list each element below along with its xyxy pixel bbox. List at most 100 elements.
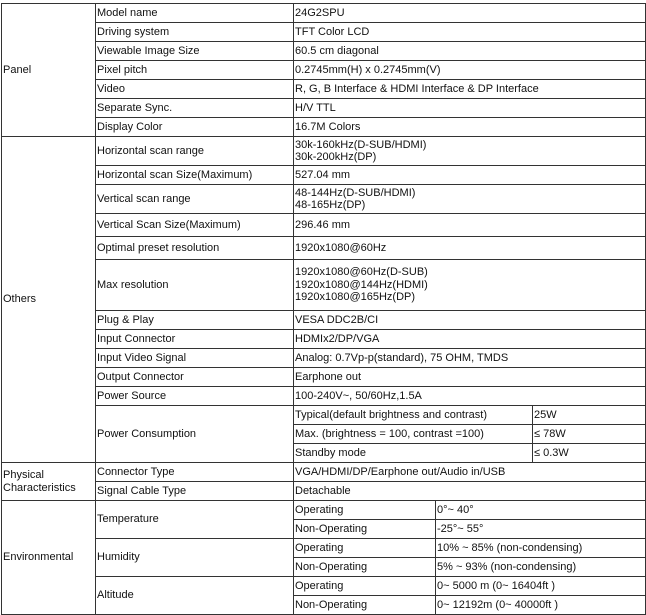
spec-value: ≤ 0.3W	[531, 443, 646, 463]
table-row: Horizontal scan Size(Maximum) 527.04 mm	[2, 165, 646, 185]
group-others: Others	[1, 136, 96, 463]
table-row: Input Video Signal Analog: 0.7Vp-p(standa…	[2, 348, 646, 368]
spec-value: Detachable	[292, 481, 646, 501]
spec-value: VESA DDC2B/CI	[292, 310, 646, 330]
spec-value: 1920x1080@60Hz	[292, 236, 646, 260]
spec-value: 25W	[531, 405, 646, 425]
spec-value: VGA/HDMI/DP/Earphone out/Audio in/USB	[292, 462, 646, 482]
table-row: Vertical Scan Size(Maximum) 296.46 mm	[2, 213, 646, 237]
spec-value: 0.2745mm(H) x 0.2745mm(V)	[292, 60, 646, 80]
table-row: Non-Operating 0~ 12192m (0~ 40000ft )	[2, 595, 646, 615]
group-environmental: Environmental	[1, 500, 96, 615]
sub-label: Non-Operating	[293, 519, 436, 539]
table-row: Input Connector HDMIx2/DP/VGA	[2, 329, 646, 349]
table-row: Environmental Temperature Operating 0°~ …	[1, 500, 646, 615]
group-line: Physical	[3, 469, 44, 481]
table-row: Others Horizontal scan range 30k-160kHz(…	[1, 136, 646, 463]
table-row: Viewable Image Size 60.5 cm diagonal	[2, 41, 646, 61]
spec-label: Humidity	[95, 538, 294, 577]
spec-value: 0~ 5000 m (0~ 16404ft )	[434, 576, 646, 596]
table-row: Plug & Play VESA DDC2B/CI	[2, 310, 646, 330]
spec-label: Input Video Signal	[95, 348, 294, 368]
value-line: 30k-200kHz(DP)	[295, 151, 377, 163]
spec-label: Horizontal scan range	[95, 136, 294, 166]
spec-table: Panel Model name 24G2SPU Driving system T…	[1, 3, 646, 615]
spec-label: Input Connector	[95, 329, 294, 349]
spec-label: Temperature	[95, 500, 294, 539]
group-panel: Panel	[1, 3, 96, 137]
table-row: Humidity Operating 10% ~ 85% (non-conden…	[2, 538, 646, 577]
spec-value: 60.5 cm diagonal	[292, 41, 646, 61]
sub-label: Operating	[293, 538, 436, 558]
spec-value: Earphone out	[292, 367, 646, 387]
table-row: Display Color 16.7M Colors	[2, 117, 646, 137]
spec-value: HDMIx2/DP/VGA	[292, 329, 646, 349]
table-row: Panel Model name 24G2SPU	[1, 3, 646, 137]
value-line: 30k-160kHz(D-SUB/HDMI)	[295, 138, 427, 151]
spec-value: 0~ 12192m (0~ 40000ft )	[434, 595, 646, 615]
spec-label: Video	[95, 79, 294, 99]
spec-label: Pixel pitch	[95, 60, 294, 80]
spec-label: Output Connector	[95, 367, 294, 387]
spec-label: Viewable Image Size	[95, 41, 294, 61]
table-row: Max resolution 1920x1080@60Hz(D-SUB) 1920…	[2, 259, 646, 311]
sub-label: Non-Operating	[293, 595, 436, 615]
spec-label: Model name	[95, 3, 294, 23]
table-row: Separate Sync. H/V TTL	[2, 98, 646, 118]
table-row: Pixel pitch 0.2745mm(H) x 0.2745mm(V)	[2, 60, 646, 80]
spec-label: Vertical Scan Size(Maximum)	[95, 213, 294, 237]
table-row: Altitude Operating 0~ 5000 m (0~ 16404ft…	[2, 576, 646, 615]
spec-value: TFT Color LCD	[292, 22, 646, 42]
sub-label: Standby mode	[293, 443, 533, 463]
spec-value: 0°~ 40°	[434, 500, 646, 520]
spec-label: Power Consumption	[95, 405, 294, 463]
table-row: Driving system TFT Color LCD	[2, 22, 646, 42]
spec-label: Altitude	[95, 576, 294, 615]
spec-value: 1920x1080@60Hz(D-SUB) 1920x1080@144Hz(HDM…	[292, 259, 646, 311]
spec-label: Max resolution	[95, 259, 294, 311]
spec-label: Vertical scan range	[95, 184, 294, 214]
sub-label: Non-Operating	[293, 557, 436, 577]
spec-value: 24G2SPU	[292, 3, 646, 23]
spec-value: 100-240V~, 50/60Hz,1.5A	[292, 386, 646, 406]
value-line: 1920x1080@60Hz(D-SUB)	[295, 266, 428, 279]
table-row: Power Source 100-240V~, 50/60Hz,1.5A	[2, 386, 646, 406]
value-line: 48-165Hz(DP)	[295, 199, 366, 211]
spec-value: 48-144Hz(D-SUB/HDMI) 48-165Hz(DP)	[292, 184, 646, 214]
value-line: 1920x1080@144Hz(HDMI)	[295, 278, 428, 291]
table-row: Signal Cable Type Detachable	[2, 481, 646, 501]
table-row: Vertical scan range 48-144Hz(D-SUB/HDMI)…	[2, 184, 646, 214]
spec-label: Display Color	[95, 117, 294, 137]
spec-value: 16.7M Colors	[292, 117, 646, 137]
table-row: Optimal preset resolution 1920x1080@60Hz	[2, 236, 646, 260]
spec-value: -25°~ 55°	[434, 519, 646, 539]
spec-label: Connector Type	[95, 462, 294, 482]
spec-value: 10% ~ 85% (non-condensing)	[434, 538, 646, 558]
spec-label: Driving system	[95, 22, 294, 42]
table-row: Video R, G, B Interface & HDMI Interface …	[2, 79, 646, 99]
spec-value: Analog: 0.7Vp-p(standard), 75 OHM, TMDS	[292, 348, 646, 368]
spec-label: Separate Sync.	[95, 98, 294, 118]
spec-value: ≤ 78W	[531, 424, 646, 444]
sub-label: Max. (brightness = 100, contrast =100)	[293, 424, 533, 444]
sub-label: Typical(default brightness and contrast)	[293, 405, 533, 425]
spec-value: 30k-160kHz(D-SUB/HDMI) 30k-200kHz(DP)	[292, 136, 646, 166]
spec-label: Signal Cable Type	[95, 481, 294, 501]
sub-label: Operating	[293, 500, 436, 520]
spec-label: Optimal preset resolution	[95, 236, 294, 260]
spec-value: 527.04 mm	[292, 165, 646, 185]
spec-label: Horizontal scan Size(Maximum)	[95, 165, 294, 185]
spec-value: 296.46 mm	[292, 213, 646, 237]
value-line: 1920x1080@165Hz(DP)	[295, 291, 416, 304]
table-row: Output Connector Earphone out	[2, 367, 646, 387]
table-row: Physical Characteristics Connector Type V…	[1, 462, 646, 501]
spec-value: R, G, B Interface & HDMI Interface & DP …	[292, 79, 646, 99]
table-row: Non-Operating -25°~ 55°	[2, 519, 646, 539]
spec-value: H/V TTL	[292, 98, 646, 118]
spec-value: 5% ~ 93% (non-condensing)	[434, 557, 646, 577]
sub-label: Operating	[293, 576, 436, 596]
group-line: Characteristics	[3, 481, 76, 494]
spec-label: Power Source	[95, 386, 294, 406]
group-physical: Physical Characteristics	[1, 462, 96, 501]
table-row: Power Consumption Typical(default bright…	[2, 405, 646, 463]
